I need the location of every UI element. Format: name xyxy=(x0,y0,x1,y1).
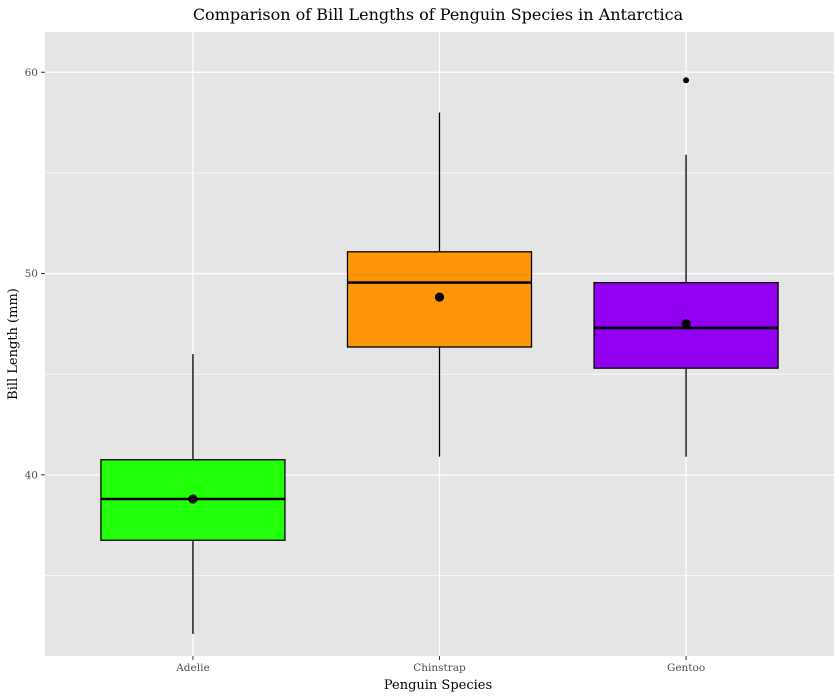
chart-title: Comparison of Bill Lengths of Penguin Sp… xyxy=(193,5,684,24)
x-tick-label-gentoo: Gentoo xyxy=(667,662,705,674)
boxes-layer xyxy=(100,77,779,634)
y-axis-title: Bill Length (mm) xyxy=(6,288,21,400)
box-chinstrap xyxy=(346,112,533,457)
mean-point-adelie xyxy=(188,494,198,504)
x-axis-title: Penguin Species xyxy=(384,678,492,693)
y-tick-label: 50 xyxy=(25,268,38,280)
y-tick-label: 60 xyxy=(25,67,38,79)
outlier-point-gentoo xyxy=(683,77,690,84)
y-tick-label: 40 xyxy=(25,469,38,481)
x-tick-label-chinstrap: Chinstrap xyxy=(413,662,466,674)
box-adelie xyxy=(100,354,286,634)
box-gentoo xyxy=(593,77,779,457)
x-tick-label-adelie: Adelie xyxy=(175,662,209,674)
axes-layer: 40 50 60 Adelie Chinstrap Gentoo xyxy=(25,67,706,674)
mean-point-gentoo xyxy=(681,319,691,329)
mean-point-chinstrap xyxy=(434,292,445,302)
